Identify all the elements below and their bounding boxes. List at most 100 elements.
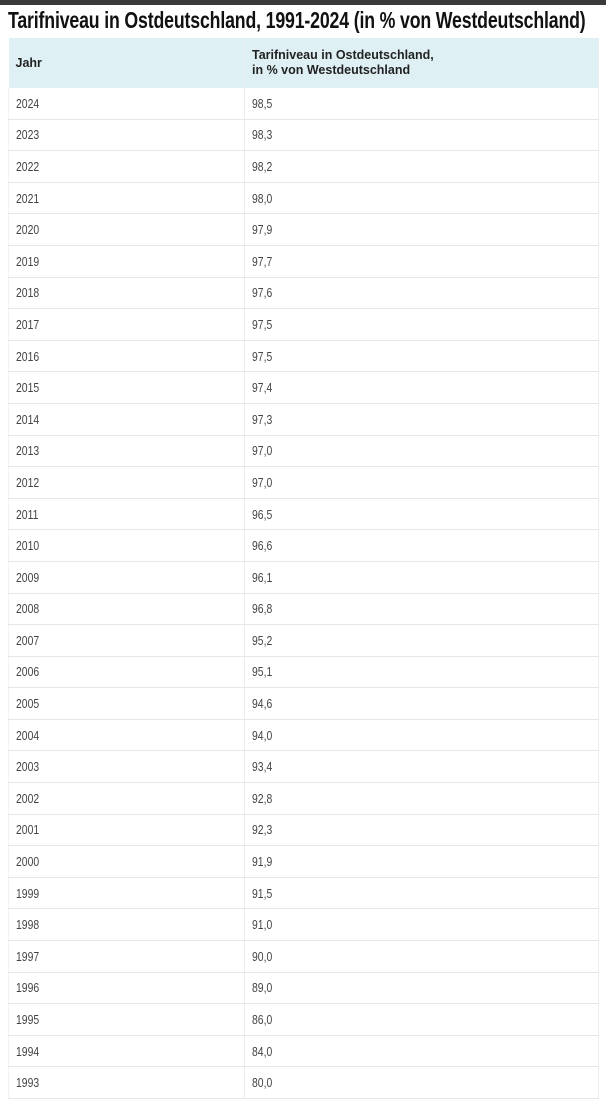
value-text: 96,8 — [252, 601, 273, 617]
table-row: 2022 98,2 — [8, 150, 599, 183]
cell-value: 98,3 — [244, 119, 599, 152]
value-text: 97,0 — [252, 443, 273, 459]
header-year: Jahr — [8, 38, 245, 88]
year-text: 2015 — [16, 380, 40, 396]
cell-year: 1996 — [8, 972, 245, 1005]
cell-year: 1997 — [8, 940, 245, 973]
table-row: 1993 80,0 — [8, 1066, 599, 1099]
data-table: Jahr Tarifniveau in Ostdeutschland, in %… — [8, 38, 599, 1099]
value-text: 96,1 — [252, 569, 273, 585]
cell-year: 2008 — [8, 593, 245, 626]
year-text: 2001 — [16, 822, 40, 838]
page-title: Tarifniveau in Ostdeutschland, 1991-2024… — [8, 7, 586, 33]
cell-value: 94,0 — [244, 719, 599, 752]
cell-value: 97,5 — [244, 308, 599, 341]
cell-year: 2004 — [8, 719, 245, 752]
cell-year: 2024 — [8, 88, 245, 120]
year-text: 2013 — [16, 443, 40, 459]
cell-value: 93,4 — [244, 750, 599, 784]
year-text: 1995 — [16, 1012, 40, 1028]
cell-value: 94,6 — [244, 687, 599, 720]
cell-value: 97,5 — [244, 340, 599, 373]
cell-year: 2003 — [8, 750, 245, 784]
value-text: 97,4 — [252, 380, 273, 396]
cell-value: 97,6 — [244, 277, 599, 310]
cell-year: 2022 — [8, 150, 245, 183]
cell-year: 2002 — [8, 782, 245, 815]
year-text: 1994 — [16, 1043, 40, 1059]
value-text: 97,6 — [252, 285, 273, 301]
year-text: 2014 — [16, 411, 40, 427]
year-text: 2016 — [16, 348, 40, 364]
cell-value: 89,0 — [244, 972, 599, 1005]
cell-year: 1993 — [8, 1066, 245, 1099]
cell-value: 95,1 — [244, 656, 599, 689]
cell-value: 97,0 — [244, 435, 599, 468]
year-text: 2019 — [16, 253, 40, 269]
value-text: 90,0 — [252, 948, 273, 964]
year-text: 1997 — [16, 948, 40, 964]
value-text: 96,5 — [252, 506, 273, 522]
year-text: 2017 — [16, 316, 40, 332]
year-text: 2002 — [16, 790, 40, 806]
year-text: 2005 — [16, 696, 40, 712]
table-row: 2016 97,5 — [8, 340, 599, 373]
header-value: Tarifniveau in Ostdeutschland, in % von … — [244, 38, 599, 88]
year-text: 2021 — [16, 190, 40, 206]
cell-value: 97,7 — [244, 245, 599, 278]
value-text: 91,5 — [252, 885, 273, 901]
cell-year: 2010 — [8, 529, 245, 562]
cell-value: 98,0 — [244, 182, 599, 215]
table-row: 2003 93,4 — [8, 750, 599, 784]
table-row: 1998 91,0 — [8, 908, 599, 942]
year-text: 2003 — [16, 759, 40, 775]
value-text: 80,0 — [252, 1075, 273, 1091]
cell-value: 96,8 — [244, 593, 599, 626]
value-text: 93,4 — [252, 759, 273, 775]
year-text: 2008 — [16, 601, 40, 617]
cell-year: 2007 — [8, 624, 245, 657]
cell-year: 2000 — [8, 845, 245, 878]
table-row: 1997 90,0 — [8, 940, 599, 973]
cell-year: 2001 — [8, 814, 245, 847]
year-text: 2023 — [16, 127, 40, 143]
year-text: 2022 — [16, 158, 40, 174]
table-row: 2006 95,1 — [8, 656, 599, 689]
cell-year: 2014 — [8, 403, 245, 436]
cell-year: 2006 — [8, 656, 245, 689]
table-row: 2020 97,9 — [8, 213, 599, 246]
table-row: 2018 97,6 — [8, 277, 599, 310]
cell-value: 92,3 — [244, 814, 599, 847]
cell-year: 1999 — [8, 877, 245, 910]
cell-value: 97,9 — [244, 213, 599, 246]
table-row: 2007 95,2 — [8, 624, 599, 657]
cell-value: 98,2 — [244, 150, 599, 183]
value-text: 98,5 — [252, 95, 273, 111]
cell-year: 2005 — [8, 687, 245, 720]
value-text: 97,5 — [252, 316, 273, 332]
value-text: 97,3 — [252, 411, 273, 427]
header-value-line1: Tarifniveau in Ostdeutschland, — [252, 48, 434, 62]
table-row: 2019 97,7 — [8, 245, 599, 278]
year-text: 2012 — [16, 474, 40, 490]
table-row: 2000 91,9 — [8, 845, 599, 878]
table-row: 1999 91,5 — [8, 877, 599, 910]
table-row: 1996 89,0 — [8, 972, 599, 1005]
cell-value: 97,4 — [244, 371, 599, 404]
cell-year: 1994 — [8, 1035, 245, 1068]
value-text: 97,5 — [252, 348, 273, 364]
cell-value: 86,0 — [244, 1003, 599, 1036]
top-bar — [0, 0, 606, 5]
cell-value: 98,5 — [244, 88, 599, 120]
table-row: 2024 98,5 — [8, 88, 599, 120]
value-text: 96,6 — [252, 538, 273, 554]
cell-value: 97,3 — [244, 403, 599, 436]
value-text: 97,0 — [252, 474, 273, 490]
table-row: 2014 97,3 — [8, 403, 599, 436]
table-row: 2013 97,0 — [8, 435, 599, 468]
year-text: 1996 — [16, 980, 40, 996]
value-text: 94,0 — [252, 727, 273, 743]
cell-year: 2015 — [8, 371, 245, 404]
header-value-line2: in % von Westdeutschland — [252, 63, 411, 77]
cell-value: 84,0 — [244, 1035, 599, 1068]
